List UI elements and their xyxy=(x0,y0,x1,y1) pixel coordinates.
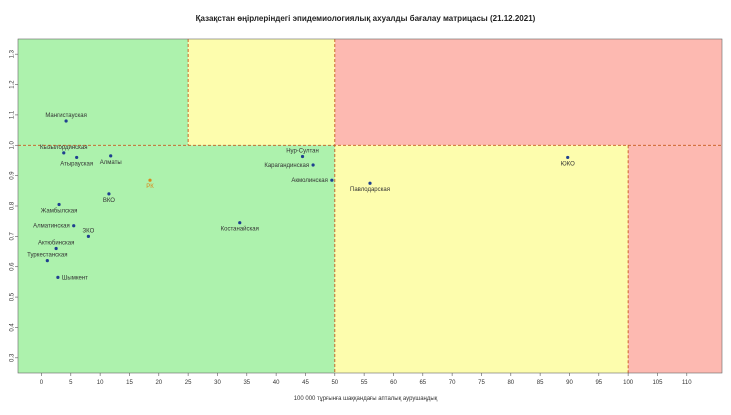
x-tick-label: 45 xyxy=(302,380,309,386)
data-point xyxy=(109,154,113,158)
data-point-label: ЗКО xyxy=(83,228,95,234)
y-tick-label: 0.8 xyxy=(10,201,16,210)
x-tick-label: 75 xyxy=(478,380,485,386)
x-tick-label: 20 xyxy=(155,380,162,386)
data-point-label: РК xyxy=(146,184,154,190)
x-tick-label: 100 xyxy=(623,380,634,386)
data-point xyxy=(56,275,60,279)
x-tick-label: 30 xyxy=(214,380,221,386)
data-point-label: Атырауская xyxy=(60,161,93,167)
y-tick-label: 0.3 xyxy=(10,353,16,362)
data-point xyxy=(62,151,66,155)
zones-layer xyxy=(18,39,722,373)
data-point xyxy=(75,155,79,160)
y-tick-label: 0.6 xyxy=(10,262,16,271)
x-tick-label: 110 xyxy=(682,380,692,386)
zone-rect-2 xyxy=(188,39,335,146)
zone-rect-6 xyxy=(628,145,722,373)
threshold-lines-layer xyxy=(18,39,722,373)
data-point-label: Алматинская xyxy=(33,224,70,230)
data-point-label: Костанайская xyxy=(221,226,259,233)
x-tick-label: 25 xyxy=(185,380,192,386)
data-point-label: ВКО xyxy=(103,198,115,204)
data-point xyxy=(107,192,111,196)
data-point xyxy=(330,178,334,182)
y-tick-label: 0.9 xyxy=(10,171,16,180)
x-tick-label: 90 xyxy=(566,380,573,386)
data-point-label: Кызылординская xyxy=(40,145,87,151)
points-layer: Мангистауская Кызылординская Атырауская Алм… xyxy=(27,113,575,281)
y-tick-label: 0.5 xyxy=(10,292,16,301)
data-point-label: ЮКО xyxy=(561,161,575,167)
y-tick-label: 0.4 xyxy=(10,323,16,332)
zone-rect-1 xyxy=(18,39,189,146)
data-point-label: Туркестанская xyxy=(27,253,67,259)
data-point xyxy=(64,119,68,123)
data-point xyxy=(72,224,76,228)
x-tick-label: 15 xyxy=(126,380,133,386)
data-point-label: Нур-Султан xyxy=(286,149,319,155)
x-tick-label: 50 xyxy=(331,380,338,386)
x-tick-label: 10 xyxy=(97,380,104,386)
data-point-label: Карагандинская xyxy=(264,163,309,169)
data-point-label: Мангистауская xyxy=(45,113,86,119)
data-point xyxy=(86,234,90,238)
x-tick-label: 85 xyxy=(537,380,544,386)
y-tick-label: 1.2 xyxy=(10,80,16,89)
data-point-label: Павлодарская xyxy=(350,187,390,193)
chart-title: Қазақстан өңірлеріндегі эпидемиологиялық… xyxy=(195,14,536,23)
y-tick-label: 0.7 xyxy=(10,232,16,241)
data-point xyxy=(45,259,49,263)
x-tick-label: 105 xyxy=(652,380,663,386)
x-axis-label: 100 000 тұрғынға шаққандағы апталық ауру… xyxy=(293,396,438,402)
x-tick-label: 60 xyxy=(390,380,397,386)
x-tick-label: 40 xyxy=(273,380,280,386)
data-point-label: Алматы xyxy=(100,160,122,166)
x-tick-label: 55 xyxy=(361,380,368,386)
x-tick-label: 0 xyxy=(40,380,44,386)
axes-layer: 0 5 10 15 20 25 30 35 40 45 50 55 60 65 70 75 80 85 90 95 10… xyxy=(10,38,723,386)
data-point-label: Шымкент xyxy=(62,275,88,281)
data-point xyxy=(57,202,61,207)
x-tick-label: 35 xyxy=(243,380,250,386)
data-point xyxy=(566,155,570,160)
data-point xyxy=(311,163,315,167)
data-point-label: Актюбинская xyxy=(38,241,74,247)
zone-rect-4 xyxy=(18,145,335,373)
zone-rect-5 xyxy=(334,145,629,373)
data-point xyxy=(238,221,242,225)
zone-rect-3 xyxy=(334,39,722,146)
x-tick-label: 70 xyxy=(449,380,456,386)
data-point xyxy=(300,154,305,159)
data-point xyxy=(54,246,58,251)
data-point xyxy=(368,181,372,185)
x-tick-label: 80 xyxy=(507,380,514,386)
y-tick-label: 1.3 xyxy=(10,49,16,58)
y-tick-label: 1.1 xyxy=(10,110,16,119)
x-tick-label: 95 xyxy=(595,380,602,386)
y-tick-label: 1.0 xyxy=(10,140,16,149)
data-point-label: Акмолинская xyxy=(291,178,327,184)
x-tick-label: 65 xyxy=(419,380,426,386)
data-point-label: Жамбылская xyxy=(41,208,78,214)
x-tick-label: 5 xyxy=(69,380,73,386)
data-point xyxy=(148,178,152,182)
